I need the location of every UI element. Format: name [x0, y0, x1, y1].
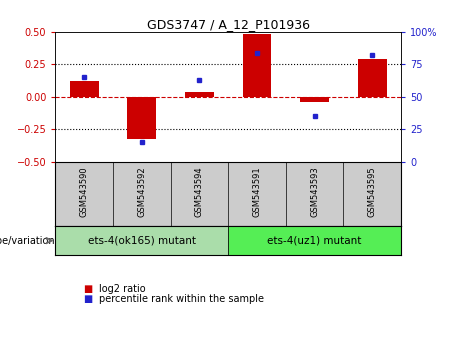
Bar [70, 81, 99, 97]
Bar [358, 59, 387, 97]
Text: GSM543591: GSM543591 [253, 167, 261, 217]
Text: percentile rank within the sample: percentile rank within the sample [99, 294, 264, 304]
Text: log2 ratio: log2 ratio [99, 284, 146, 293]
Text: ets-4(ok165) mutant: ets-4(ok165) mutant [88, 236, 196, 246]
Text: genotype/variation: genotype/variation [0, 236, 55, 246]
Bar [185, 91, 214, 97]
Text: GSM543590: GSM543590 [80, 167, 89, 217]
Bar [300, 97, 329, 102]
Bar [228, 226, 401, 255]
Text: ■: ■ [83, 294, 92, 304]
Bar [242, 34, 272, 97]
Text: GSM543594: GSM543594 [195, 167, 204, 217]
Text: ■: ■ [83, 284, 92, 293]
Text: GSM543592: GSM543592 [137, 167, 146, 217]
Text: GSM543593: GSM543593 [310, 167, 319, 217]
Text: GSM543595: GSM543595 [368, 167, 377, 217]
Title: GDS3747 / A_12_P101936: GDS3747 / A_12_P101936 [147, 18, 310, 31]
Text: ets-4(uz1) mutant: ets-4(uz1) mutant [267, 236, 362, 246]
Bar [55, 226, 228, 255]
Bar [127, 97, 156, 139]
